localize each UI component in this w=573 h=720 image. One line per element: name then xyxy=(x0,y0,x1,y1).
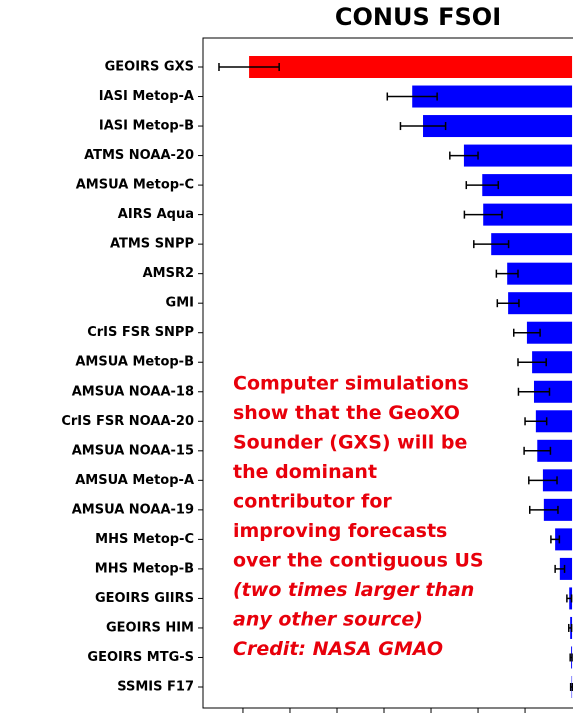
bar xyxy=(412,85,573,108)
bar xyxy=(535,410,573,433)
chart-title: CONUS FSOI xyxy=(335,3,501,31)
y-tick-label: GEOIRS GIIRS xyxy=(95,591,194,606)
annotation-line: over the contiguous US xyxy=(233,550,484,572)
annotation-line: the dominant xyxy=(233,461,377,483)
y-tick-label: AMSUA Metop-C xyxy=(76,178,194,193)
y-tick-label: CrIS FSR NOAA-20 xyxy=(61,414,194,429)
y-tick-label: SSMIS F17 xyxy=(117,680,194,695)
y-tick-label: ATMS NOAA-20 xyxy=(84,148,194,163)
y-tick-label: MHS Metop-B xyxy=(95,561,194,576)
bar xyxy=(423,115,573,138)
annotation-line: Sounder (GXS) will be xyxy=(233,432,467,454)
y-tick-label: AMSR2 xyxy=(143,266,194,281)
y-tick-label: AMSUA NOAA-15 xyxy=(72,443,194,458)
bar xyxy=(508,292,573,315)
bar xyxy=(533,380,573,403)
y-tick-label: AMSUA NOAA-19 xyxy=(72,502,194,517)
y-tick-label: CrIS FSR SNPP xyxy=(87,325,194,340)
bar xyxy=(483,203,573,226)
annotation-line: improving forecasts xyxy=(233,520,447,542)
bar xyxy=(491,233,573,256)
bar xyxy=(482,174,573,197)
y-tick-label: AMSUA Metop-B xyxy=(75,355,194,370)
annotation-line: any other source) xyxy=(233,609,423,631)
y-tick-label: ATMS SNPP xyxy=(110,237,194,252)
y-tick-label: GEOIRS MTG-S xyxy=(87,650,194,665)
y-tick-label: GEOIRS GXS xyxy=(105,60,194,75)
bar xyxy=(559,557,573,580)
annotation-line: Computer simulations xyxy=(233,373,469,395)
y-tick-label: IASI Metop-A xyxy=(99,89,194,104)
bar xyxy=(537,439,573,462)
bar xyxy=(555,528,573,551)
annotation-line: Credit: NASA GMAO xyxy=(233,638,443,660)
y-tick-label: IASI Metop-B xyxy=(99,119,194,134)
y-tick-label: AMSUA Metop-A xyxy=(75,473,194,488)
annotation-line: contributor for xyxy=(233,491,392,513)
y-tick-label: GEOIRS HIM xyxy=(106,620,194,635)
bar xyxy=(249,56,573,78)
annotation-line: show that the GeoXO xyxy=(233,402,460,424)
y-tick-label: AIRS Aqua xyxy=(118,207,194,222)
y-tick-label: MHS Metop-C xyxy=(95,532,194,547)
annotation-line: (two times larger than xyxy=(233,579,474,601)
bar xyxy=(507,262,573,285)
bar xyxy=(463,144,573,167)
plot-frame xyxy=(202,37,573,709)
bar xyxy=(526,321,573,344)
y-tick-label: GMI xyxy=(166,296,194,311)
y-tick-label: AMSUA NOAA-18 xyxy=(72,384,194,399)
bar xyxy=(532,351,573,374)
